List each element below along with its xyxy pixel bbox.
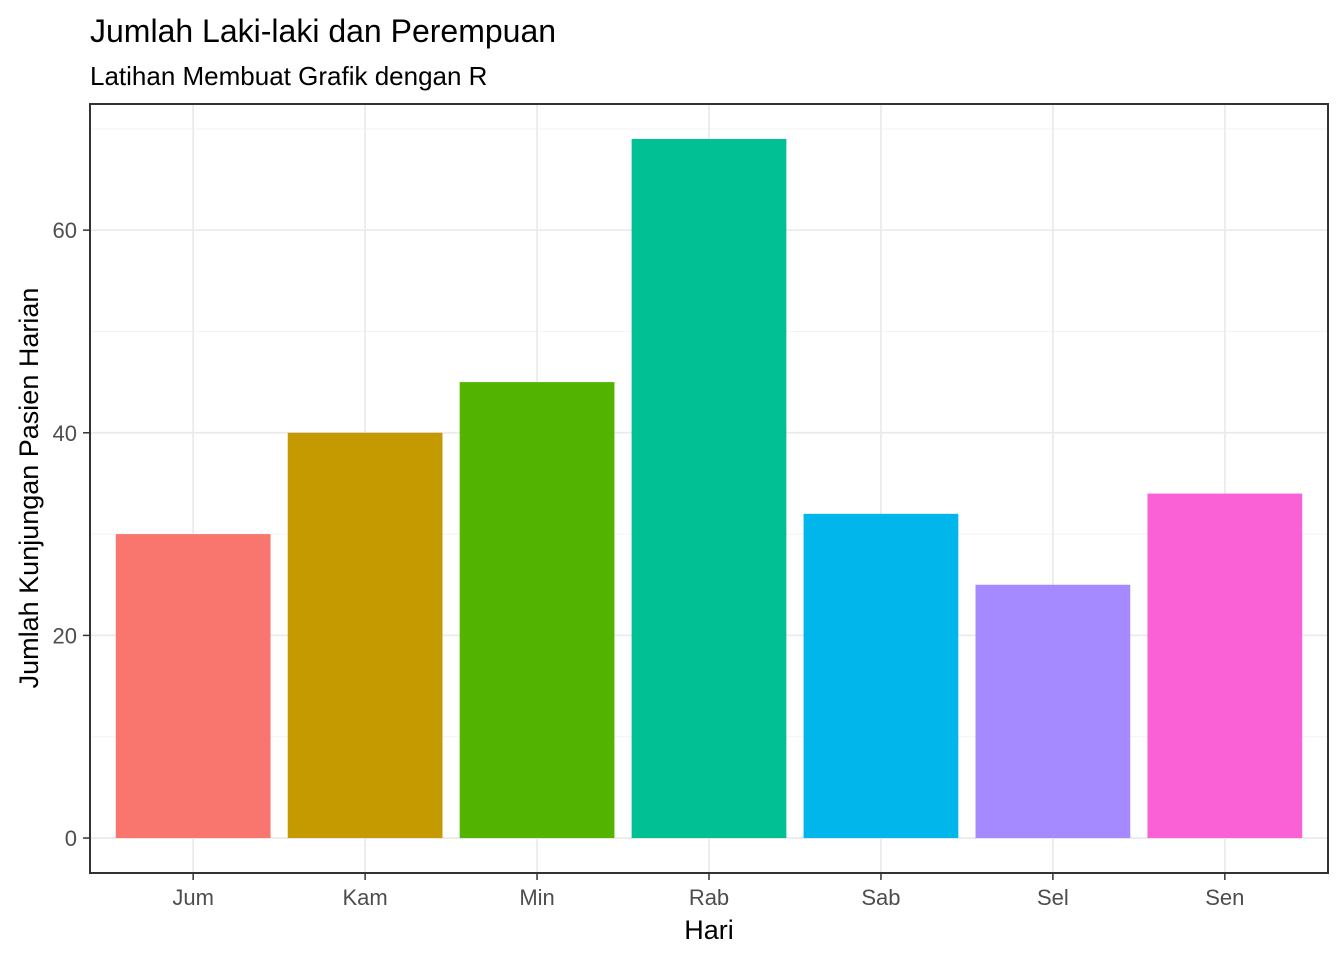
- x-tick-label-rab: Rab: [689, 885, 729, 910]
- x-tick-label-min: Min: [519, 885, 554, 910]
- x-tick-label-sen: Sen: [1205, 885, 1244, 910]
- bar-kam: [287, 432, 443, 839]
- x-axis-title: Hari: [684, 915, 734, 945]
- bar-sel: [975, 584, 1131, 839]
- x-tick-label-sel: Sel: [1037, 885, 1069, 910]
- bars: [115, 138, 1303, 839]
- chart-subtitle: Latihan Membuat Grafik dengan R: [90, 61, 487, 91]
- bar-jum: [115, 534, 271, 839]
- bar-min: [459, 382, 615, 839]
- x-tick-label-jum: Jum: [172, 885, 214, 910]
- y-axis-title: Jumlah Kunjungan Pasien Harian: [14, 288, 44, 689]
- bar-sen: [1147, 493, 1303, 839]
- x-tick-label-sab: Sab: [861, 885, 900, 910]
- chart-title: Jumlah Laki-laki dan Perempuan: [90, 13, 556, 49]
- axis-ticks: [83, 229, 1226, 880]
- y-tick-label: 20: [53, 623, 77, 648]
- x-tick-label-kam: Kam: [342, 885, 387, 910]
- y-tick-label: 60: [53, 218, 77, 243]
- y-tick-label: 0: [65, 826, 77, 851]
- y-tick-label: 40: [53, 421, 77, 446]
- bar-sab: [803, 513, 959, 839]
- tick-labels: 0 20 40 60 Jum Kam Min Rab Sab Sel Sen: [53, 218, 1245, 910]
- bar-rab: [631, 138, 787, 839]
